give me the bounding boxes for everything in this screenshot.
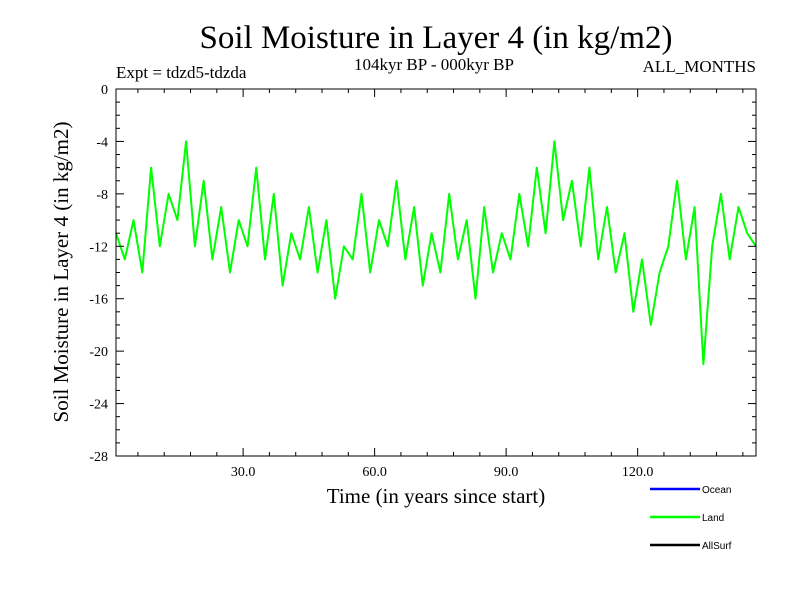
- x-tick-label: 90.0: [494, 465, 519, 480]
- legend-label-land: Land: [702, 513, 724, 524]
- legend-label-ocean: Ocean: [702, 485, 731, 496]
- y-tick-label: 0: [101, 83, 108, 98]
- months-label: ALL_MONTHS: [643, 57, 756, 76]
- y-axis-title: Soil Moisture in Layer 4 (in kg/m2): [49, 122, 73, 423]
- chart-subtitle: 104kyr BP - 000kyr BP: [354, 55, 514, 74]
- x-axis-title: Time (in years since start): [327, 484, 546, 508]
- axis-ticks: 0 -4 -8 -12 -16 -20 -24 -28 30.0 60.0 90.0 120.0: [89, 83, 756, 480]
- chart-title: Soil Moisture in Layer 4 (in kg/m2): [200, 20, 673, 56]
- y-tick-label: -16: [89, 293, 108, 308]
- x-tick-label: 120.0: [622, 465, 654, 480]
- legend-label-allsurf: AllSurf: [702, 541, 732, 552]
- plot-area: [115, 140, 757, 366]
- y-tick-label: -20: [89, 345, 108, 360]
- y-tick-label: -8: [96, 188, 108, 203]
- y-tick-label: -12: [89, 240, 108, 255]
- x-tick-label: 60.0: [362, 465, 387, 480]
- y-tick-label: -28: [89, 450, 108, 465]
- x-tick-label: 30.0: [231, 465, 256, 480]
- experiment-label: Expt = tdzd5-tdzda: [116, 63, 247, 82]
- series-line-land: [115, 140, 757, 366]
- y-tick-label: -4: [96, 135, 108, 150]
- y-tick-label: -24: [89, 398, 108, 413]
- legend: Ocean Land AllSurf: [650, 485, 732, 552]
